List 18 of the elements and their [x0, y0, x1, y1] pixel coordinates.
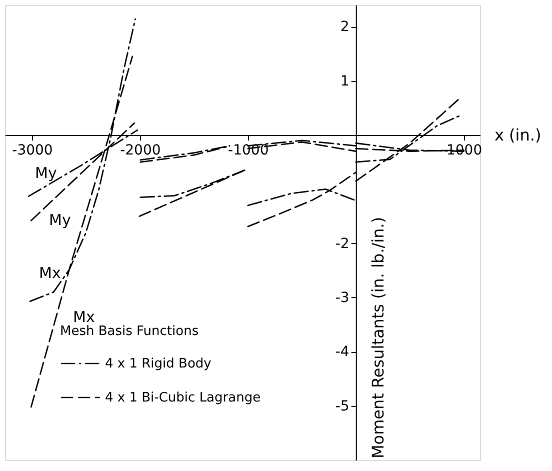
y-tick-label: 1: [340, 73, 350, 90]
y-axis-title: Moment Resultants (in. lb./in.): [368, 216, 388, 458]
legend-label: 4 x 1 Bi-Cubic Lagrange: [105, 390, 261, 406]
annotation: My: [49, 211, 71, 229]
y-tick-label: -2: [335, 236, 350, 252]
y-tick-label: -3: [335, 290, 350, 306]
annotation: Mx: [39, 264, 61, 282]
y-tick-label: -4: [335, 344, 350, 360]
y-tick-label: -5: [335, 398, 350, 414]
y-tick-label: 2: [340, 19, 350, 36]
legend-label: 4 x 1 Rigid Body: [105, 356, 212, 372]
annotation: Mx: [73, 308, 95, 326]
x-tick-label: -2000: [120, 142, 161, 158]
x-tick-label: 1000: [446, 142, 482, 158]
x-tick-label: -3000: [12, 142, 53, 158]
x-axis-title: x (in.): [494, 126, 542, 144]
annotation: My: [35, 164, 57, 182]
legend-title: Mesh Basis Functions: [60, 324, 199, 339]
